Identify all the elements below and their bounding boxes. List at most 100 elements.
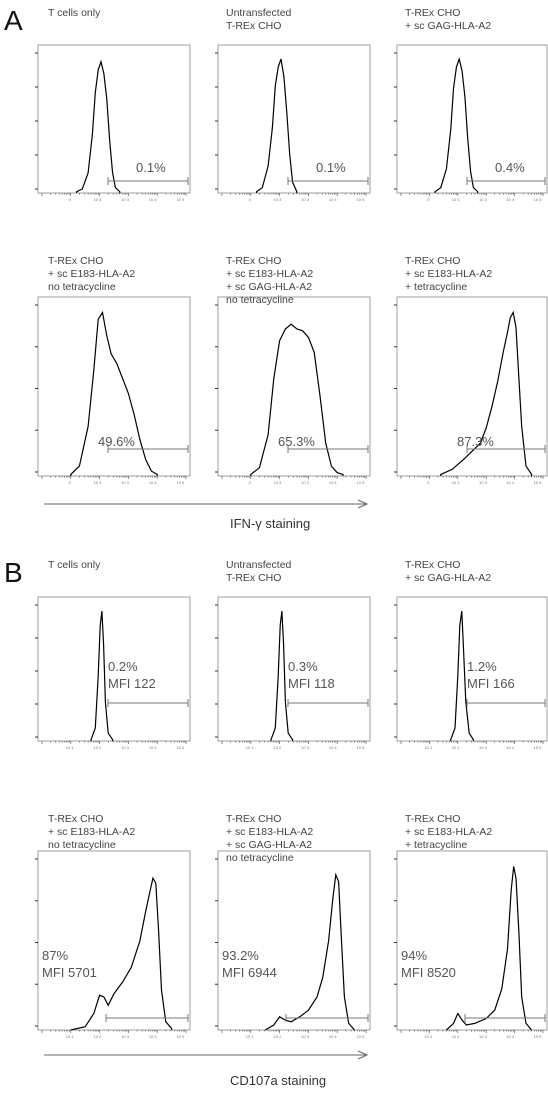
x-tick-label: 10 5 [177,197,186,202]
x-tick-label: 10 5 [534,197,543,202]
x-tick-label: 10 3 [121,480,130,485]
histogram-curve [256,58,298,193]
gate-percentage: MFI 122 [108,676,156,691]
plot-title-line: T-REx CHO [48,813,103,825]
histogram-curve [264,872,355,1031]
plot-title-line: T-REx CHO [405,7,460,19]
x-tick-label: 10 3 [273,197,282,202]
x-tick-label: 10 3 [301,1034,310,1039]
plot-frame [37,296,191,477]
x-tick-label: 10 5 [357,197,366,202]
histogram-plot: T-REx CHO+ sc E183-HLA-A2+ sc GAG-HLA-A2… [215,813,371,1039]
plot-title-line: no tetracycline [48,839,116,851]
x-tick-label: 10 4 [506,745,515,750]
plot-title-line: Untransfected [226,7,292,19]
x-tick-label: 10 5 [534,745,543,750]
x-tick-label: 10 3 [301,480,310,485]
plot-frame [396,296,548,477]
x-tick-label: 10 3 [121,197,130,202]
x-tick-label: 10 1 [246,745,255,750]
histogram-plot: T cells only 10 1 10 2 10 3 10 4 10 5 0.2% MFI … [35,559,191,750]
x-axis-label: CD107a staining [230,1073,326,1088]
plot-title-line: + sc GAG-HLA-A2 [226,839,312,851]
histogram-curve [90,610,114,741]
arrow-head-icon [357,1050,369,1060]
gate-percentage: MFI 166 [467,676,515,691]
gate-percentage: 0.1% [136,160,166,175]
x-tick-label: 10 3 [479,745,488,750]
histogram-plot: T cells only 0 10 3 10 3 10 4 10 5 0.1% [35,7,191,202]
plot-frame [37,850,191,1031]
arrow-head-icon [357,499,369,509]
gate-percentage: MFI 6944 [222,965,277,980]
histogram-curve [450,610,474,741]
gate-percentage: 0.4% [495,160,525,175]
x-tick-label: 10 2 [93,1034,102,1039]
plot-frame [396,44,548,194]
gate-percentage: 65.3% [278,434,315,449]
x-tick-label: 10 4 [149,197,158,202]
x-tick-label: 0 [427,197,430,202]
x-tick-label: 0 [69,480,72,485]
x-tick-label: 10 2 [452,745,461,750]
x-tick-label: 10 3 [479,1034,488,1039]
plot-frame [37,44,191,194]
x-tick-label: 0 [427,480,430,485]
plot-frame [217,850,371,1031]
histogram-curve [445,866,533,1031]
plot-title-line: + sc E183-HLA-A2 [405,826,492,838]
plot-frame [217,596,371,742]
x-tick-label: 0 [249,197,252,202]
x-tick-label: 10 1 [424,1034,433,1039]
gate-percentage: 93.2% [222,948,259,963]
x-tick-label: 10 3 [301,745,310,750]
x-tick-label: 10 4 [329,197,338,202]
gate-percentage: MFI 8520 [401,965,456,980]
x-tick-label: 10 3 [479,197,488,202]
x-tick-label: 10 5 [177,745,186,750]
histogram-curve [270,610,294,741]
plot-title-line: T-REx CHO [405,559,460,571]
plot-title-line: + sc GAG-HLA-A2 [405,572,491,584]
plot-title-line: + sc E183-HLA-A2 [226,268,313,280]
plot-title-line: T-REx CHO [226,813,281,825]
plot-title-line: + tetracycline [405,281,467,293]
plot-title-line: + sc GAG-HLA-A2 [226,281,312,293]
x-tick-label: 10 4 [149,480,158,485]
panel-label: B [4,557,23,588]
histogram-plot: T-REx CHO+ sc GAG-HLA-A2 0 10 3 10 3 10 4 10 … [394,7,548,202]
plot-frame [37,596,191,742]
x-tick-label: 10 5 [357,480,366,485]
histogram-curve [434,56,479,193]
histogram-plot: T-REx CHO+ sc E183-HLA-A2+ tetracycline 0… [394,255,548,485]
histogram-plot: T-REx CHO+ sc E183-HLA-A2+ sc GAG-HLA-A2… [215,255,371,485]
histogram-curve [70,310,158,476]
gate-percentage: MFI 5701 [42,965,97,980]
plot-title-line: T cells only [48,559,101,571]
plot-title-line: T-REx CHO [226,20,281,32]
plot-title-line: no tetracycline [226,852,294,864]
x-tick-label: 10 1 [246,1034,255,1039]
x-tick-label: 10 5 [177,480,186,485]
x-tick-label: 10 3 [273,480,282,485]
x-tick-label: 10 2 [273,745,282,750]
gate-percentage: 87% [42,948,68,963]
x-tick-label: 10 1 [66,745,75,750]
x-tick-label: 10 3 [479,480,488,485]
x-tick-label: 10 3 [93,480,102,485]
x-tick-label: 10 3 [121,1034,130,1039]
plot-title-line: + sc GAG-HLA-A2 [405,20,491,32]
panel-label: A [4,5,23,36]
x-tick-label: 0 [249,480,252,485]
gate-percentage: 94% [401,948,427,963]
x-tick-label: 10 5 [357,1034,366,1039]
plot-title-line: T-REx CHO [226,255,281,267]
x-axis-label: IFN-γ staining [230,516,310,531]
histogram-curve [76,59,121,193]
plot-title-line: + sc E183-HLA-A2 [405,268,492,280]
plot-title-line: T-REx CHO [405,813,460,825]
plot-frame [396,596,548,742]
